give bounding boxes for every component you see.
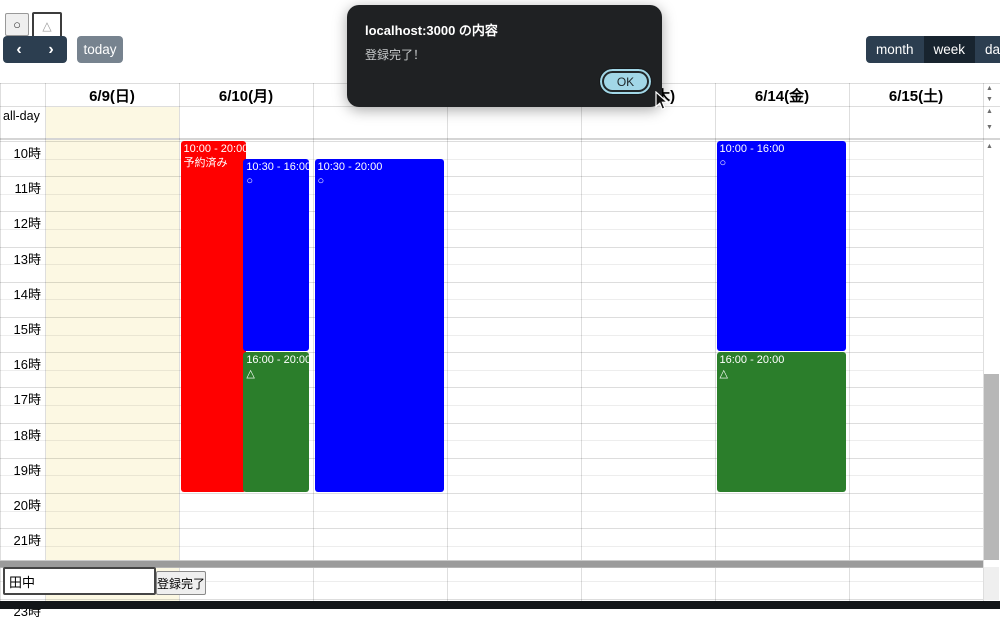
day-header-cell: 6/14(金) bbox=[754, 87, 810, 105]
half-hour-line bbox=[0, 440, 983, 442]
event-title: △ bbox=[719, 368, 728, 381]
view-week-button[interactable]: week bbox=[923, 36, 976, 63]
half-hour-line bbox=[0, 299, 983, 301]
circle-icon: ○ bbox=[13, 17, 21, 32]
time-label: 11時 bbox=[14, 181, 42, 197]
hour-line bbox=[0, 387, 983, 389]
hour-line bbox=[0, 493, 983, 494]
half-hour-line bbox=[0, 334, 983, 336]
day-header-cell: 6/15(土) bbox=[888, 87, 944, 105]
time-label: 14時 bbox=[13, 286, 41, 302]
hour-line bbox=[0, 141, 983, 142]
view-switcher: month week day bbox=[866, 36, 1000, 63]
alert-dialog: localhost:3000 の内容 登録完了！ OK bbox=[347, 5, 662, 107]
circle-marker-button[interactable]: ○ bbox=[5, 13, 29, 36]
half-hour-line bbox=[0, 581, 983, 582]
hour-line bbox=[0, 246, 983, 248]
time-label: 15時 bbox=[13, 322, 41, 337]
scroll-up-icon[interactable]: ▲ bbox=[986, 108, 993, 115]
time-label: 19時 bbox=[13, 462, 41, 478]
column-line bbox=[45, 83, 46, 601]
hour-line bbox=[0, 352, 983, 354]
hour-line bbox=[0, 281, 983, 283]
column-line bbox=[179, 83, 180, 601]
next-button[interactable]: › bbox=[48, 41, 54, 58]
event-title: ○ bbox=[317, 174, 325, 187]
column-line bbox=[313, 83, 314, 601]
event-time: 16:00 - 20:00 bbox=[719, 354, 785, 367]
bottom-bar bbox=[0, 601, 1000, 609]
column-line bbox=[983, 83, 984, 601]
event-title: △ bbox=[246, 368, 255, 381]
time-label: 21時 bbox=[13, 533, 41, 549]
view-day-button[interactable]: day bbox=[975, 36, 1000, 63]
half-hour-line bbox=[0, 545, 983, 547]
event-time: 10:30 - 20:00 bbox=[317, 160, 383, 173]
name-input[interactable] bbox=[3, 567, 156, 595]
event-title: 予約済み bbox=[183, 157, 228, 169]
table-left-border bbox=[0, 83, 1, 601]
time-label: 10時 bbox=[13, 146, 41, 161]
alert-ok-button[interactable]: OK bbox=[599, 68, 652, 95]
time-label: 12時 bbox=[13, 216, 41, 232]
column-line bbox=[581, 83, 582, 601]
allday-divider bbox=[0, 138, 1000, 140]
alert-dialog-message: 登録完了！ bbox=[365, 48, 426, 62]
event-title: ○ bbox=[719, 157, 727, 169]
view-month-button[interactable]: month bbox=[866, 36, 924, 63]
today-button[interactable]: today bbox=[77, 36, 123, 63]
calendar-event[interactable]: 10:00 - 16:00 ○ bbox=[716, 141, 846, 352]
scrollbar-track bbox=[984, 567, 999, 600]
scroll-up-icon[interactable]: ▲ bbox=[986, 85, 993, 92]
calendar-event[interactable]: 10:00 - 20:00 予約済み bbox=[180, 141, 246, 492]
event-time: 10:30 - 16:00 bbox=[246, 160, 309, 173]
calendar-event[interactable]: 16:00 - 20:00 △ bbox=[243, 352, 309, 492]
scroll-up-icon[interactable]: ▲ bbox=[986, 143, 993, 150]
column-line bbox=[447, 83, 448, 601]
day-header-cell: 6/9(日) bbox=[89, 87, 135, 105]
alert-dialog-title: localhost:3000 の内容 bbox=[365, 23, 498, 38]
column-line bbox=[849, 83, 850, 601]
column-line bbox=[715, 83, 716, 601]
half-hour-line bbox=[0, 475, 983, 477]
calendar-event[interactable]: 10:30 - 20:00 ○ bbox=[314, 158, 444, 492]
half-hour-line bbox=[0, 405, 983, 406]
half-hour-line bbox=[0, 264, 983, 266]
horizontal-scrollbar[interactable] bbox=[0, 560, 983, 568]
vertical-scrollbar-thumb[interactable] bbox=[984, 374, 999, 560]
calendar-event[interactable]: 10:30 - 16:00 ○ bbox=[243, 158, 309, 352]
hour-line bbox=[0, 457, 983, 459]
prev-button[interactable]: ‹ bbox=[16, 41, 22, 58]
hour-line bbox=[0, 422, 983, 424]
day-header-cell: 6/10(月) bbox=[218, 87, 274, 105]
calendar-event[interactable]: 16:00 - 20:00 △ bbox=[716, 352, 846, 492]
hour-line bbox=[0, 211, 983, 213]
half-hour-line bbox=[0, 158, 983, 160]
time-label: 17時 bbox=[13, 392, 41, 408]
time-label: 13時 bbox=[13, 251, 41, 267]
hour-line bbox=[0, 598, 983, 600]
event-title: ○ bbox=[246, 174, 253, 187]
half-hour-line bbox=[0, 229, 983, 230]
hour-line bbox=[0, 317, 983, 318]
event-time: 16:00 - 20:00 bbox=[246, 354, 309, 367]
hour-line bbox=[0, 176, 983, 178]
all-day-label: all-day bbox=[3, 109, 40, 123]
time-label: 18時 bbox=[13, 427, 41, 443]
triangle-icon: △ bbox=[42, 19, 52, 33]
half-hour-line bbox=[0, 369, 983, 371]
register-complete-button[interactable]: 登録完了 bbox=[156, 571, 206, 595]
triangle-marker-button[interactable]: △ bbox=[32, 12, 62, 40]
scroll-down-icon[interactable]: ▼ bbox=[986, 96, 993, 103]
time-label: 20時 bbox=[13, 498, 41, 513]
prev-next-button-group: ‹ › bbox=[3, 36, 67, 63]
today-column-highlight bbox=[46, 107, 179, 601]
half-hour-line bbox=[0, 193, 983, 195]
half-hour-line bbox=[0, 510, 983, 512]
time-label: 16時 bbox=[13, 357, 41, 373]
hour-line bbox=[0, 528, 983, 530]
scroll-down-icon[interactable]: ▼ bbox=[986, 124, 993, 131]
event-time: 10:00 - 20:00 bbox=[183, 143, 246, 155]
event-time: 10:00 - 16:00 bbox=[719, 143, 785, 155]
